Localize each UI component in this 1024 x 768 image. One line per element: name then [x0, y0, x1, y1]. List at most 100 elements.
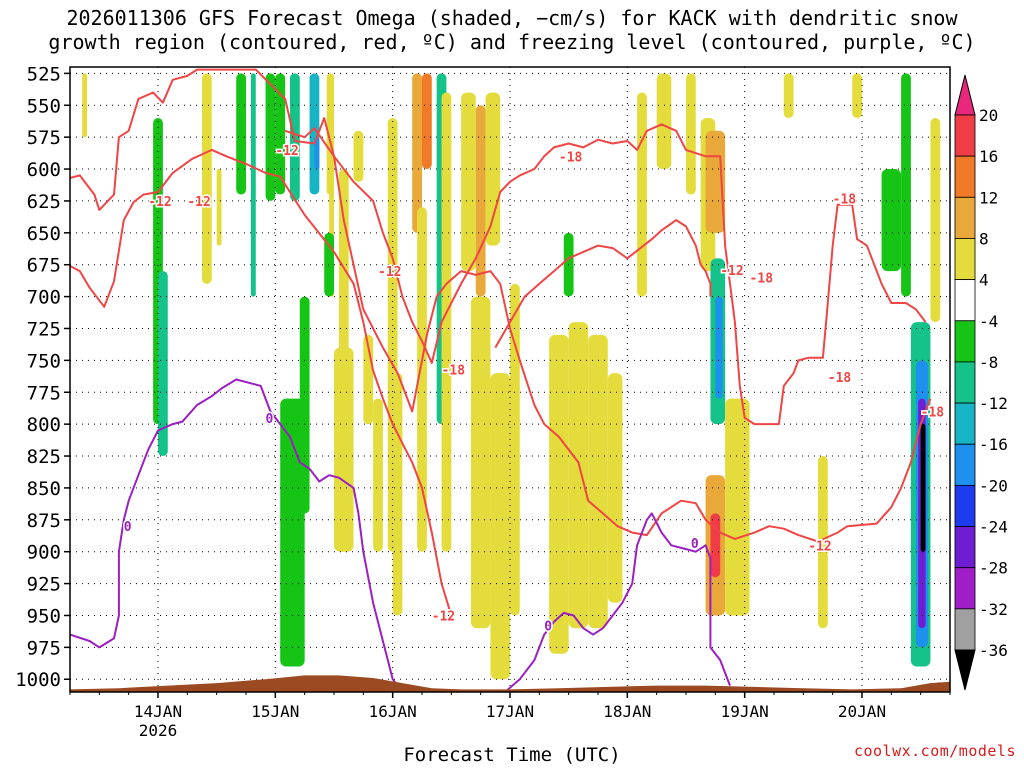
colorbar-bin: [954, 361, 976, 404]
colorbar-label: -32: [979, 600, 1008, 619]
contour-layer: -12 -12 -12 -12 -12 -12 -18 -18 -18 -18 -18 -18 -12 0…: [69, 68, 946, 693]
contour-label-red: -18: [442, 363, 466, 378]
omega-shaded-region: [392, 373, 403, 616]
y-tick-label: 575: [27, 127, 61, 149]
omega-shaded-region: [338, 169, 349, 393]
omega-shaded-region: [852, 73, 862, 119]
omega-shaded-region: [299, 296, 310, 514]
omega-shaded-region: [326, 73, 334, 195]
colorbar-label: -4: [979, 312, 998, 331]
ground-layer: [70, 675, 950, 692]
omega-shaded-region: [417, 207, 427, 552]
y-tick-label: 950: [27, 605, 61, 627]
colorbar-bin: [954, 402, 976, 445]
omega-shaded-region: [686, 73, 696, 195]
colorbar-bin: [954, 526, 976, 569]
red-contour: [69, 68, 932, 543]
omega-shaded-region: [588, 334, 608, 629]
omega-shaded-region: [314, 137, 320, 170]
omega-shaded-region: [334, 347, 354, 552]
grid-layer: [70, 67, 950, 692]
y-tick-label: 875: [27, 510, 61, 532]
omega-shaded-region: [568, 322, 589, 629]
purple-freezing-contour: [504, 512, 731, 693]
x-tick-label: 14JAN: [134, 702, 182, 721]
colorbar-bin: [954, 238, 976, 281]
contour-label-red: -12: [275, 144, 298, 159]
colorbar-label: 8: [979, 229, 989, 248]
omega-shaded-region: [715, 296, 723, 399]
y-tick-label: 650: [27, 223, 61, 245]
purple-freezing-contour: [69, 378, 404, 693]
y-tick-label: 725: [27, 318, 61, 340]
x-tick-label: 20JAN: [838, 702, 886, 721]
contour-label-purple: 0: [266, 412, 274, 427]
axes-layer: 525 550 575 600 625 650 675 700 725 750 775 800 825 8…: [15, 63, 951, 740]
colorbar-label: -24: [979, 518, 1008, 537]
contour-label-purple: 0: [124, 520, 132, 535]
omega-shaded-region: [475, 105, 486, 297]
omega-shaded-region: [901, 73, 911, 297]
omega-shaded-region: [441, 92, 452, 552]
x-tick-label: 18JAN: [603, 702, 651, 721]
colorbar-label: -28: [979, 559, 1008, 578]
y-tick-label: 900: [27, 542, 61, 564]
colorbar-bin: [954, 155, 976, 198]
omega-shaded-region: [461, 92, 476, 272]
omega-shaded-region: [265, 73, 276, 201]
ground-terrain: [70, 675, 950, 692]
contour-label-red: -12: [720, 264, 743, 279]
red-contour: [284, 123, 927, 426]
red-contour: [69, 148, 453, 616]
omega-shaded-region: [470, 296, 491, 629]
contour-label-red: -12: [148, 195, 171, 210]
contour-label-red: -12: [187, 195, 210, 210]
y-tick-label: 925: [27, 574, 61, 596]
omega-shaded-region: [216, 169, 222, 246]
y-tick-label: 850: [27, 478, 61, 500]
y-tick-label: 975: [27, 637, 61, 659]
omega-shaded-region: [202, 73, 212, 284]
omega-shaded-region: [510, 283, 520, 616]
y-tick-label: 800: [27, 414, 61, 436]
y-tick-label: 525: [27, 63, 61, 85]
source-credit: coolwx.com/models: [853, 742, 1016, 760]
colorbar-bin: [954, 114, 976, 157]
x-tick-label: 17JAN: [486, 702, 534, 721]
omega-shaded-region: [656, 73, 672, 170]
red-contour: [494, 219, 712, 349]
colorbar-label: -36: [979, 641, 1008, 660]
x-tick-sublabel: 2026: [139, 721, 178, 740]
omega-shaded-region: [82, 73, 88, 138]
chart-title: 2026011306 GFS Forecast Omega (shaded, −…: [0, 6, 1024, 54]
colorbar-label: -8: [979, 353, 998, 372]
omega-shaded-region: [422, 73, 432, 170]
y-tick-label: 600: [27, 159, 61, 181]
x-axis-label: Forecast Time (UTC): [403, 744, 621, 766]
x-tick-label: 15JAN: [251, 702, 299, 721]
colorbar-bin: [954, 320, 976, 363]
y-tick-label: 1000: [15, 669, 61, 691]
colorbar-bottom-arrow: [954, 649, 976, 691]
x-tick-label: 19JAN: [721, 702, 769, 721]
title-line-2: growth region (contoured, red, ºC) and f…: [48, 30, 976, 54]
colorbar-label: 20: [979, 106, 998, 125]
y-tick-label: 550: [27, 95, 61, 117]
omega-shaded-region: [275, 73, 286, 195]
omega-shaded-region: [710, 513, 721, 578]
omega-colorbar: 20 16 12 8 4 -4 -8 -12 -16 -20 -24 -28 -32 -36: [954, 74, 1008, 691]
omega-shaded-region: [353, 130, 364, 182]
y-tick-label: 675: [27, 255, 61, 277]
colorbar-label: 12: [979, 188, 998, 207]
y-tick-label: 775: [27, 382, 61, 404]
colorbar-bin: [954, 608, 976, 651]
omega-shaded-region: [818, 456, 828, 629]
contour-label-red: -18: [921, 405, 945, 420]
omega-shaded-region: [920, 424, 926, 552]
omega-shaded-region: [280, 398, 305, 667]
contour-label-red: -18: [833, 192, 857, 207]
title-line-1: 2026011306 GFS Forecast Omega (shaded, −…: [66, 6, 958, 30]
omega-shaded-region: [485, 92, 501, 246]
y-tick-label: 700: [27, 287, 61, 309]
